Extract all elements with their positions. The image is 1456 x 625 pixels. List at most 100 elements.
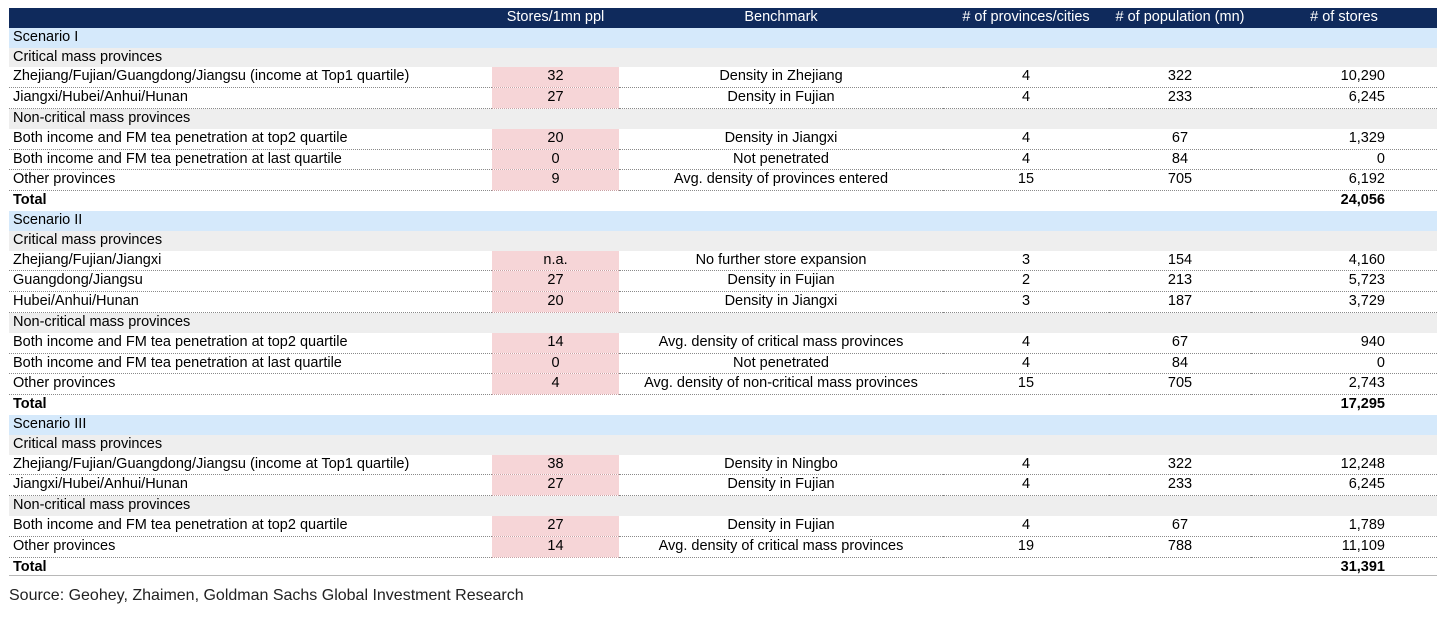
population-cell: 705 [1109,169,1251,192]
empty-cell [492,27,619,48]
empty-cell [943,495,1109,516]
empty-cell [619,191,943,211]
empty-cell [943,434,1109,455]
data-row: Other provinces 14 Avg. density of critica… [9,536,1437,558]
density-cell: 4 [492,373,619,396]
benchmark-cell: Density in Fujian [619,270,943,293]
total-stores: 17,295 [1340,396,1385,413]
header-provinces: # of provinces/cities [943,8,1109,28]
group-row: Non-critical mass provinces [9,312,1437,333]
data-row: Other provinces 4 Avg. density of non-crit… [9,373,1437,396]
stores-cell: 4,160 [1251,250,1437,272]
empty-cell [1109,495,1251,516]
scenario-row: Scenario III [9,414,1437,435]
population-cell: 187 [1109,291,1251,313]
provinces-cell: 15 [943,373,1109,396]
group-label: Non-critical mass provinces [9,312,492,333]
population-cell: 233 [1109,474,1251,497]
empty-cell [492,230,619,251]
density-cell: 27 [492,515,619,537]
data-row: Both income and FM tea penetration at la… [9,149,1437,171]
stores-cell: 940 [1251,332,1437,354]
group-row: Critical mass provinces [9,47,1437,68]
data-row: Guangdong/Jiangsu 27 Density in Fujian 2 213… [9,270,1437,293]
empty-cell [943,191,1109,211]
stores-cell: 2,743 [1251,373,1437,396]
population-cell: 154 [1109,250,1251,272]
provinces-cell: 15 [943,169,1109,192]
empty-cell [943,47,1109,68]
header-row: Stores/1mn ppl Benchmark # of provinces/… [9,8,1437,28]
scenario-label: Scenario I [9,27,492,48]
density-cell: 0 [492,149,619,171]
density-cell: 27 [492,87,619,109]
population-cell: 84 [1109,149,1251,171]
stores-cell: 0 [1251,149,1437,171]
population-cell: 322 [1109,454,1251,476]
benchmark-cell: Not penetrated [619,353,943,375]
benchmark-cell: Density in Jiangxi [619,128,943,150]
group-row: Non-critical mass provinces [9,108,1437,129]
total-row: Total 31,391 [9,557,1437,577]
empty-cell [492,108,619,129]
empty-cell [619,395,943,415]
empty-cell [619,47,943,68]
source-note: Source: Geohey, Zhaimen, Goldman Sachs G… [9,587,524,604]
empty-cell [1109,27,1251,48]
empty-cell [492,495,619,516]
row-label: Both income and FM tea penetration at to… [9,332,492,354]
data-row: Zhejiang/Fujian/Guangdong/Jiangsu (incom… [9,67,1437,89]
empty-cell [1109,414,1251,435]
empty-cell [1251,434,1437,455]
benchmark-cell: Avg. density of critical mass provinces [619,536,943,558]
benchmark-cell: Avg. density of critical mass provinces [619,332,943,354]
scenario-label: Scenario II [9,210,492,231]
table-body: Scenario I Critical mass provinces Zhejian… [9,27,1437,578]
data-row: Zhejiang/Fujian/Jiangxi n.a. No further st… [9,250,1437,272]
empty-cell [492,395,619,415]
empty-cell [619,312,943,333]
data-row: Both income and FM tea penetration at to… [9,332,1437,354]
empty-cell [943,414,1109,435]
total-row: Total 24,056 [9,191,1437,211]
stores-cell: 6,245 [1251,87,1437,109]
row-label: Zhejiang/Fujian/Guangdong/Jiangsu (incom… [9,454,492,476]
data-row: Jiangxi/Hubei/Anhui/Hunan 27 Density in Fu… [9,87,1437,109]
benchmark-cell: No further store expansion [619,250,943,272]
empty-cell [1251,312,1437,333]
population-cell: 788 [1109,536,1251,558]
density-cell: 38 [492,454,619,476]
empty-cell [492,312,619,333]
empty-cell [619,414,943,435]
density-cell: 14 [492,332,619,354]
stores-cell: 3,729 [1251,291,1437,313]
provinces-cell: 2 [943,270,1109,293]
benchmark-cell: Density in Ningbo [619,454,943,476]
data-row: Both income and FM tea penetration at la… [9,353,1437,375]
population-cell: 213 [1109,270,1251,293]
density-cell: n.a. [492,250,619,272]
group-row: Critical mass provinces [9,230,1437,251]
total-row: Total 17,295 [9,395,1437,415]
empty-cell [943,210,1109,231]
empty-cell [619,108,943,129]
empty-cell [492,434,619,455]
total-label: Total [13,396,47,413]
empty-cell [492,210,619,231]
row-label: Other provinces [9,373,492,396]
population-cell: 705 [1109,373,1251,396]
empty-cell [1251,108,1437,129]
row-label: Both income and FM tea penetration at la… [9,149,492,171]
benchmark-cell: Density in Zhejiang [619,67,943,89]
density-cell: 14 [492,536,619,558]
store-potential-table: Stores/1mn ppl Benchmark # of provinces/… [9,8,1437,577]
source-divider [9,575,1437,576]
total-label: Total [13,192,47,209]
row-label: Both income and FM tea penetration at la… [9,353,492,375]
population-cell: 84 [1109,353,1251,375]
empty-cell [1251,414,1437,435]
empty-cell [1109,47,1251,68]
provinces-cell: 4 [943,515,1109,537]
empty-cell [1251,230,1437,251]
row-label: Hubei/Anhui/Hunan [9,291,492,313]
